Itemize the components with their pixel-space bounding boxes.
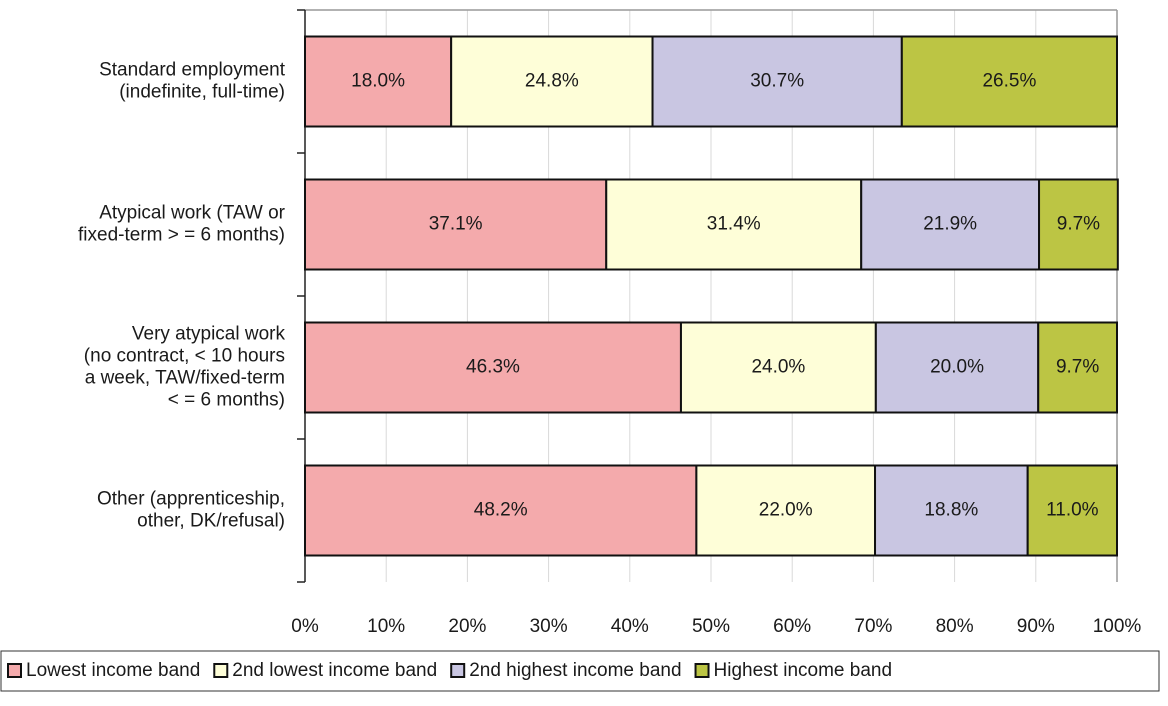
data-label: 20.0% [930,357,984,378]
bar-segment [304,464,698,557]
x-tick-label: 10% [367,616,405,637]
data-label: 48.2% [474,500,528,521]
bar-segment [679,321,877,414]
data-label: 21.9% [923,214,977,235]
x-tick-label: 80% [936,616,974,637]
x-tick-label: 0% [291,616,319,637]
data-label: 46.3% [466,357,520,378]
x-tick-label: 70% [854,616,892,637]
y-tick-label-line: Other (apprenticeship, [97,489,285,510]
data-label: 11.0% [1046,500,1099,521]
legend-swatch [694,663,710,678]
bar-segment [651,35,903,128]
data-label: 18.8% [924,500,978,521]
y-tick-label-line: fixed-term > = 6 months) [78,225,285,246]
y-tick-label: Other (apprenticeship, other, DK/refusal) [97,489,285,532]
data-label: 18.0% [351,71,405,92]
bar-segment [695,464,877,557]
bar-segment [1037,321,1118,414]
x-tick-label: 90% [1017,616,1055,637]
data-label: 26.5% [982,71,1036,92]
y-tick-label: Standard employment (indefinite, full-tim… [99,60,286,103]
y-tick-label-line: other, DK/refusal) [137,511,285,532]
data-label: 9.7% [1056,357,1099,378]
y-tick-label: Atypical work (TAW or fixed-term > = 6 mo… [78,203,286,246]
x-tick-label: 20% [448,616,486,637]
y-tick-label-line: Very atypical work [132,324,286,345]
bar-segment [900,35,1118,128]
bar-segment [1026,464,1119,557]
legend-label: 2nd highest income band [469,660,681,681]
data-label: 31.4% [707,214,761,235]
x-tick-label: 30% [530,616,568,637]
data-label: 37.1% [429,214,483,235]
bar-segment [450,35,654,128]
legend-swatch [213,663,229,678]
data-label: 9.7% [1057,214,1100,235]
legend-box [0,650,1160,692]
y-tick-label-line: Standard employment [99,60,286,81]
y-tick-label-line: (no contract, < 10 hours [84,346,285,367]
legend-swatch [450,663,466,678]
bar-segment [860,178,1041,271]
legend-label: 2nd lowest income band [232,660,437,681]
data-label: 24.0% [751,357,805,378]
x-tick-label: 100% [1093,616,1142,637]
y-tick-label-line: Atypical work (TAW or [99,203,285,224]
x-tick-label: 40% [611,616,649,637]
data-label: 30.7% [750,71,804,92]
bar-segment [1038,178,1119,271]
bar-segment [605,178,863,271]
bar-segment [304,321,682,414]
bar-segment [874,321,1040,414]
legend-label: Lowest income band [26,660,200,681]
bar-segment [304,178,608,271]
data-label: 24.8% [525,71,579,92]
x-tick-label: 50% [692,616,730,637]
data-label: 22.0% [759,500,813,521]
y-tick-label-line: (indefinite, full-time) [119,82,285,103]
legend-swatch [7,663,22,678]
legend-label: Highest income band [714,660,893,681]
y-tick-label: Very atypical work (no contract, < 10 hou… [84,324,286,411]
y-tick-label-line: a week, TAW/fixed-term [85,368,285,389]
x-tick-label: 60% [773,616,811,637]
y-tick-label-line: < = 6 months) [168,390,285,411]
